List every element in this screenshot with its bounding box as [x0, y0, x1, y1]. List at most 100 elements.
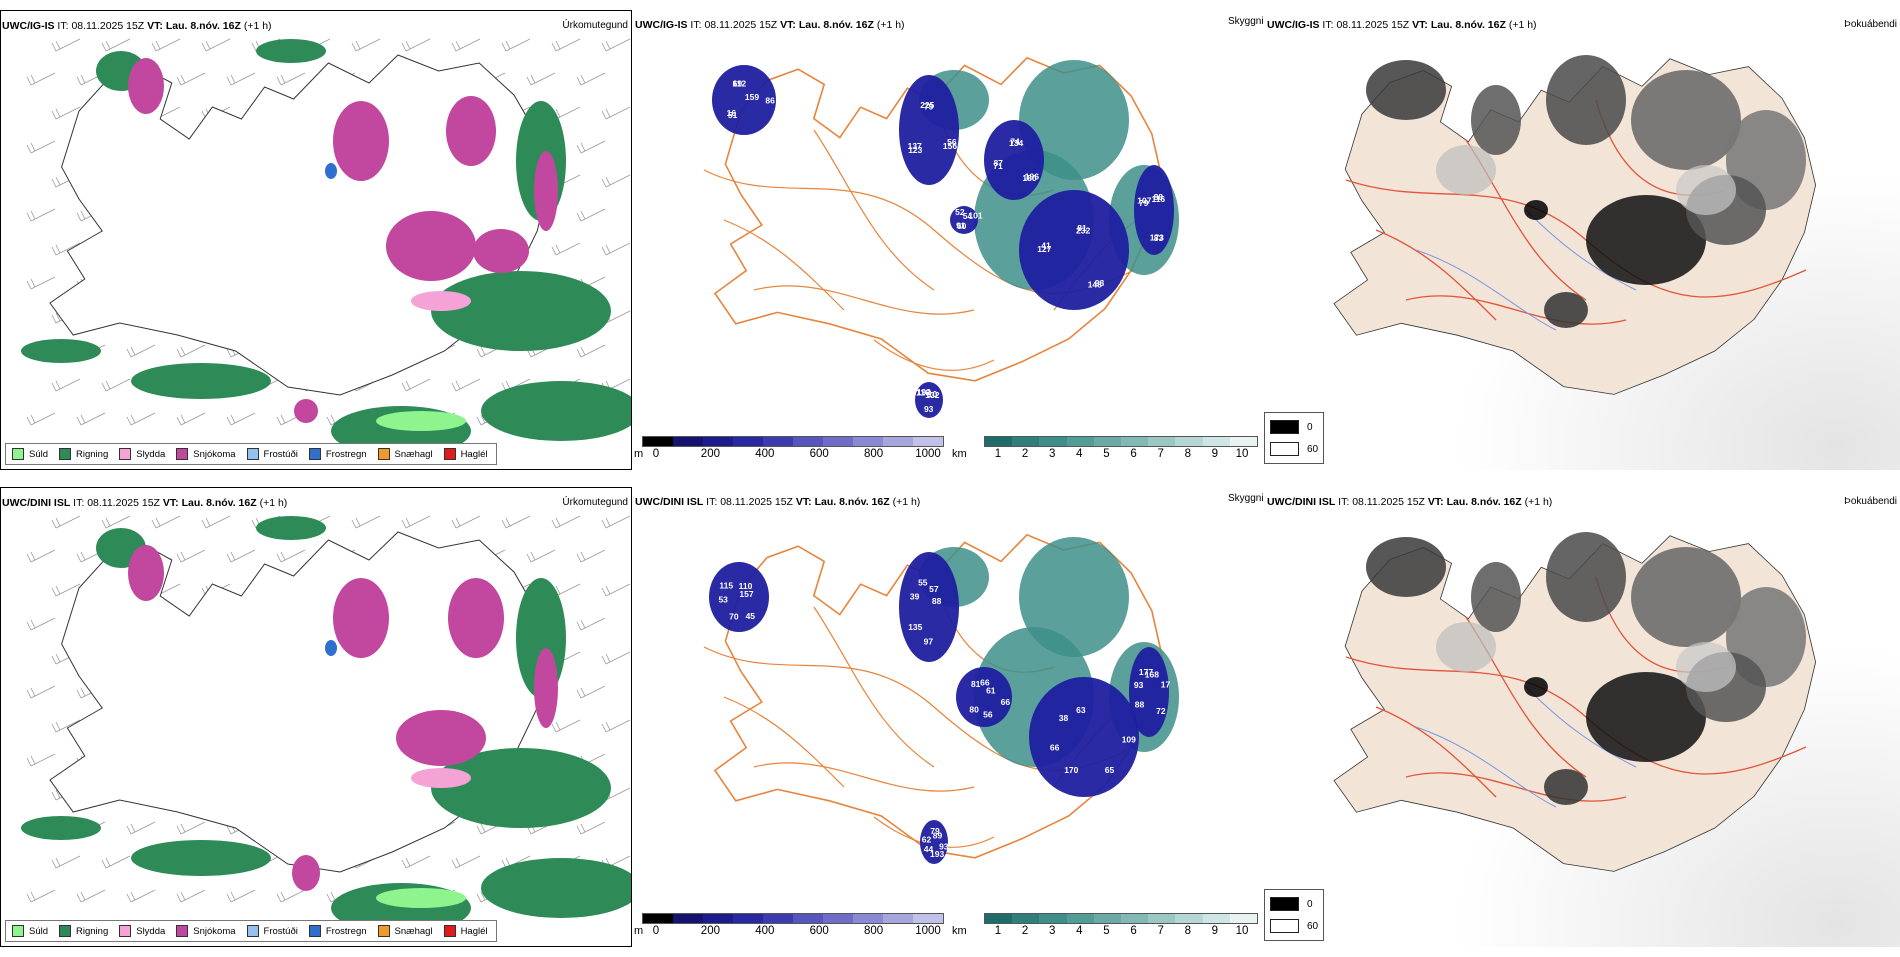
colorbar-unit: m: [634, 448, 644, 460]
cloud-height-label: 196: [1025, 172, 1039, 182]
fog-dense-area: [1586, 195, 1706, 285]
cloud-height-label: 17: [1161, 680, 1171, 690]
legend-label: Haglél: [460, 448, 488, 460]
colorbar-unit: km: [952, 448, 967, 460]
colorbar-segment: [643, 914, 673, 923]
legend-swatch: [1270, 420, 1299, 434]
cloud-height-label: 81: [971, 679, 981, 689]
fog-panel-label: Þokuábendi: [1844, 19, 1897, 30]
cloud-areas: [712, 60, 1179, 418]
drizzle-area: [376, 888, 466, 908]
low-cloud-area: [1129, 647, 1169, 737]
cloud-height-label: 135: [908, 622, 922, 632]
legend-label: 60: [1307, 920, 1319, 932]
precip-legend-item: Haglél: [443, 925, 488, 937]
snow-area: [534, 648, 558, 728]
legend-swatch: [377, 448, 390, 460]
legend-swatch: [443, 448, 456, 460]
precip-legend-item: Frostregn: [308, 925, 367, 937]
colorbar-segment: [1066, 437, 1094, 446]
fog-dense-area: [1631, 547, 1741, 647]
legend-label: 0: [1307, 421, 1313, 433]
cloud-height-label: 60: [957, 221, 967, 231]
cloud-height-label: 132: [925, 390, 939, 400]
low-visibility-area: [1019, 60, 1129, 180]
fog-dense-area: [1586, 672, 1706, 762]
visibility-colorbar: km 1 2 3 4 5 6 7 8 9 10: [944, 436, 1264, 470]
rain-area: [256, 39, 326, 63]
snow-area: [333, 578, 389, 658]
low-cloud-area: [1134, 165, 1174, 255]
low-cloud-area: [1029, 677, 1139, 797]
cloud-height-label: 65: [1105, 765, 1115, 775]
cloud-height-label: 93: [939, 842, 949, 852]
colorbar-segment: [733, 437, 763, 446]
cloud-height-label: 192: [917, 387, 931, 397]
cloud-height-label: 79: [930, 826, 940, 836]
colorbar-segment: [1121, 437, 1149, 446]
cloud-base-map: 1591237493791060695671818311654512251961…: [703, 56, 1179, 418]
colorbar-tick-label: 6: [1130, 925, 1137, 937]
cloud-height-label: 123: [908, 145, 922, 155]
colorbar-segment: [985, 914, 1013, 923]
legend-swatch: [119, 925, 132, 937]
colorbar-segment: [1121, 914, 1149, 923]
legend-swatch: [246, 925, 259, 937]
precip-legend-item: Snæhagl: [377, 448, 433, 460]
colorbar-segment: [673, 914, 703, 923]
colorbar-segment: [1175, 914, 1203, 923]
cloud-height-label: 72: [1156, 706, 1166, 716]
cloud_legend-colorbar-strip: [642, 436, 944, 447]
colorbar-segment: [1039, 437, 1067, 446]
cloud-height-label: 91: [956, 220, 966, 230]
cloud-height-label: 159: [745, 92, 759, 102]
fog-light-area: [1676, 642, 1736, 692]
colorbar-tick-label: 1: [994, 448, 1002, 460]
legend-label: Frostregn: [325, 448, 367, 460]
colorbar-tick-label: 4: [1076, 448, 1083, 460]
cloud-height-label: 55: [918, 578, 928, 588]
cloud-height-label: 45: [746, 611, 756, 621]
colorbar-segment: [703, 914, 733, 923]
colorbar-tick-label: 5: [1103, 448, 1110, 460]
legend-label: Slydda: [136, 925, 166, 937]
cloud-height-label: 88: [932, 596, 942, 606]
cloud-height-label: 53: [718, 594, 728, 604]
fog-light-area: [1436, 145, 1496, 195]
legend-label: Frostúði: [263, 448, 298, 460]
cloud-height-label: 134: [1009, 138, 1023, 148]
colorbar-segment: [643, 437, 673, 446]
cloud-height-label: 109: [1122, 735, 1136, 745]
fog-roads: [1345, 576, 1807, 808]
cloud-height-label: 69: [733, 78, 743, 88]
cloud-height-label: 115: [719, 581, 733, 591]
fog-dense-area: [1544, 292, 1588, 328]
colorbar-segment: [853, 437, 883, 446]
vis_legend-colorbar-strip: [984, 436, 1258, 447]
colorbar-segment: [1175, 437, 1203, 446]
fog-dense-area: [1524, 677, 1548, 697]
cloud-height-label: 180: [1022, 173, 1036, 183]
colorbar-segment: [883, 914, 913, 923]
snow-area: [292, 855, 320, 891]
cloud-height-label: 173: [1150, 232, 1164, 242]
panel-title: UWC/DINI ISL IT: 08.11.2025 15Z VT: Lau.…: [635, 496, 921, 508]
colorbar-segment: [733, 914, 763, 923]
precip-legend-item: Súld: [12, 925, 48, 937]
snow-area: [534, 151, 558, 231]
colorbar-tick-label: 800: [864, 448, 884, 460]
cloud-height-label: 101: [968, 211, 982, 221]
fog-shading: [1366, 55, 1806, 328]
cloud-height-label: 66: [1050, 743, 1060, 753]
legend-swatch: [1270, 442, 1299, 456]
fog-dense-area: [1544, 769, 1588, 805]
visibility-colorbar: km 1 2 3 4 5 6 7 8 9 10: [944, 913, 1264, 947]
colorbar-segment: [823, 437, 853, 446]
colorbar-segment: [1066, 914, 1094, 923]
cloud-height-label: 57: [929, 584, 939, 594]
colorbar-segment: [1202, 914, 1230, 923]
fog-indicator-map: [1266, 487, 1900, 947]
colorbar-tick-label: 10: [1235, 448, 1249, 460]
fog-light-area: [1436, 622, 1496, 672]
cloud-height-label: 232: [1076, 226, 1090, 236]
